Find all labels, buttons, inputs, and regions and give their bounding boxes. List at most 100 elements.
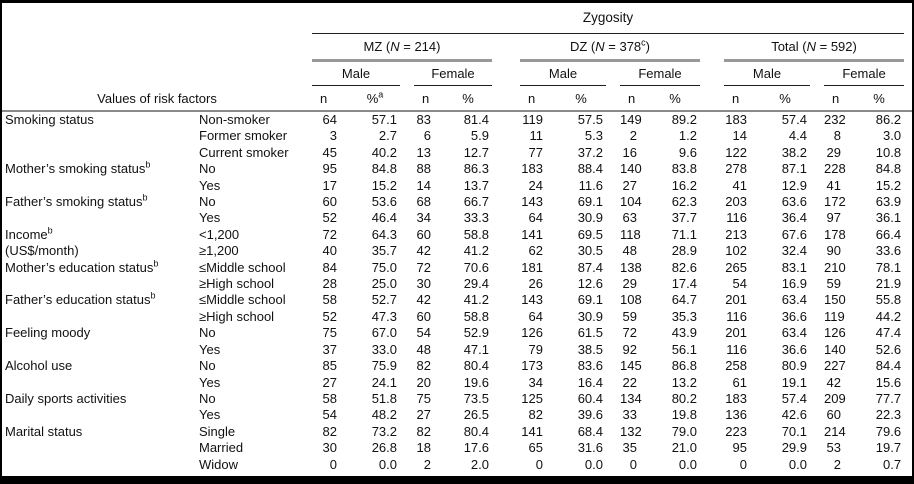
category-label: ≥1,200 [199,243,239,259]
group-label: MZ ( [363,38,391,54]
spacer-cell [492,292,520,308]
cell-dz-female-n: 92 [622,341,637,357]
cell-total-female-n: 140 [824,341,846,357]
spacer-cell [606,457,620,473]
cell-dz-male-pct: 12.6 [577,276,603,292]
spacer-cell [810,375,824,391]
spacer-cell [606,243,620,259]
category-label: Non-smoker [199,112,270,127]
footnote-marker: b [150,292,156,302]
spacer-cell [700,243,724,259]
cell-dz-male-pct: 30.9 [577,210,603,226]
table-row: Current smoker 45 40.2 13 12.7 77 37.2 1… [2,145,912,161]
cell-dz-male-pct: 11.6 [578,177,603,193]
cell-dz-female-pct: 1.2 [678,128,697,144]
cell-total-female-pct: 15.2 [875,177,902,193]
col-header-male: Male [724,60,810,86]
risk-factor-label [2,375,197,391]
spacer-cell [904,325,912,341]
spacer-cell [606,440,620,456]
spacer-cell [700,440,724,456]
cell-mz-male-n: 0 [329,456,337,472]
cell-total-female-n: 119 [824,308,845,324]
cell-total-female-pct: 86.2 [875,112,902,127]
category-label: ≤Middle school [199,259,286,275]
spacer-cell [904,227,912,243]
group-header-dz: DZ (N = 378c) [520,33,700,62]
spacer-cell [904,210,912,226]
cell-mz-female-pct: 12.7 [463,144,489,160]
category-label: No [199,325,216,341]
spacer-cell [700,85,724,112]
cell-total-male-pct: 67.6 [781,226,807,242]
cell-dz-male-n: 24 [528,177,543,193]
cell-total-female-pct: 77.7 [875,390,902,406]
spacer-cell [606,407,620,423]
cell-mz-male-n: 27 [322,374,337,390]
np-header-row: Values of risk factors n %a n % n % n % … [2,85,912,112]
spacer-cell [400,161,414,177]
cell-mz-male-n: 64 [322,112,337,127]
cell-total-female-pct: 84.8 [875,161,902,177]
cell-dz-female-pct: 80.2 [671,390,697,406]
spacer-cell [810,145,824,161]
footnote-marker: b [47,226,53,236]
spacer-cell [904,424,912,440]
cell-mz-female-pct: 13.7 [463,177,489,193]
spacer-cell [810,440,824,456]
spacer-cell [700,391,724,407]
spacer-cell [904,292,912,308]
footnote-marker: a [378,89,384,100]
cell-mz-male-n: 95 [322,161,337,177]
spacer-cell [700,358,724,374]
category-label: ≥High school [199,308,275,324]
table-row: Incomeb <1,200 72 64.3 60 58.8 141 69.5 … [2,227,912,243]
spacer-cell [904,161,912,177]
spacer-cell [400,358,414,374]
cell-dz-female-pct: 37.7 [671,210,697,226]
group-header-row: MZ (N = 214) DZ (N = 378c) Total (N = 59… [2,33,912,62]
cell-mz-male-n: 17 [322,177,337,193]
cell-mz-female-pct: 33.3 [463,210,489,226]
table-header: Zygosity MZ (N = 214) DZ (N = 378c) Tota… [2,3,912,112]
category-label: Married [199,440,244,456]
spacer-cell [492,391,520,407]
risk-factor-label [2,178,197,194]
cell-total-male-pct: 16.9 [781,276,807,292]
cell-dz-female-n: 132 [620,423,642,439]
spacer-cell [904,391,912,407]
col-header-pct: % [444,85,492,112]
spacer-cell [810,260,824,276]
spacer-cell [810,111,824,128]
spacer-cell [810,128,824,144]
spacer-cell [810,424,824,440]
cell-total-male-n: 61 [732,374,747,390]
spacer-cell [492,309,520,325]
spacer-cell [904,128,912,144]
group-label: Total ( [771,38,807,54]
spacer-cell [606,276,620,292]
table-row: Daily sports activities No 58 51.8 75 73… [2,391,912,407]
risk-factor-label: Father’s education statusb [5,292,156,308]
risk-factor-label [2,276,197,292]
cell-mz-male-pct: 73.2 [371,423,397,439]
cell-mz-female-n: 83 [416,112,431,127]
cell-mz-female-n: 72 [416,259,431,275]
cell-mz-male-pct: 51.8 [371,390,397,406]
spacer-cell [700,375,724,391]
spacer-cell [810,227,824,243]
spacer-cell [606,194,620,210]
cell-mz-female-pct: 80.4 [463,423,489,439]
spacer-cell [700,60,724,85]
spacer-cell [606,227,620,243]
cell-total-male-n: 54 [732,276,747,292]
cell-mz-male-n: 54 [322,407,337,423]
cell-total-female-pct: 0.7 [882,456,902,472]
cell-mz-male-n: 28 [322,276,337,292]
cell-dz-female-n: 138 [620,259,642,275]
table-body: Smoking status Non-smoker 64 57.1 83 81.… [2,111,912,473]
table-row: Feeling moody No 75 67.0 54 52.9 126 61.… [2,325,912,341]
table-row: Alcohol use No 85 75.9 82 80.4 173 83.6 … [2,358,912,374]
cell-dz-female-pct: 83.8 [671,161,697,177]
cell-dz-female-n: 149 [620,112,642,127]
